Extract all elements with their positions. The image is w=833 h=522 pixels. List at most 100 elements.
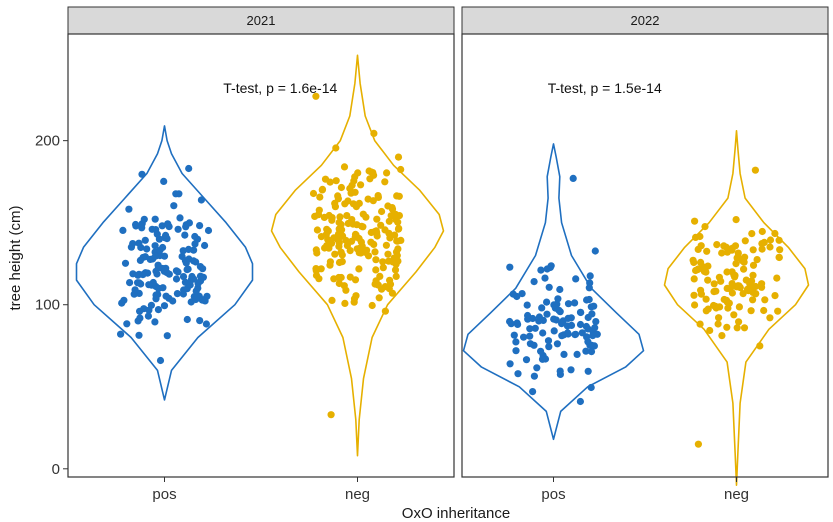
data-point-2022-pos: [545, 283, 553, 291]
data-point-2022-neg: [706, 326, 714, 335]
data-point-2021-pos: [183, 315, 191, 324]
data-point-2022-neg: [722, 296, 731, 304]
data-point-2022-pos: [576, 308, 585, 316]
data-point-2021-pos: [179, 273, 188, 281]
data-point-2021-pos: [185, 245, 193, 253]
data-point-2022-neg: [732, 260, 740, 268]
data-point-2022-neg: [776, 246, 784, 254]
data-point-2021-pos: [199, 265, 207, 273]
data-point-2022-pos: [564, 314, 572, 322]
data-point-2021-pos: [141, 236, 149, 244]
data-point-2021-pos: [152, 295, 160, 303]
data-point-2021-neg: [349, 220, 357, 228]
data-point-2022-neg: [694, 245, 702, 253]
facet-strip-label: 2022: [631, 13, 660, 28]
data-point-2021-neg: [340, 282, 348, 290]
data-point-2022-pos: [590, 302, 598, 310]
data-point-2021-pos: [183, 266, 191, 274]
data-point-2021-neg: [328, 296, 336, 304]
data-point-2021-pos: [131, 286, 139, 294]
data-point-2022-neg: [758, 245, 766, 253]
data-point-2021-pos: [160, 302, 169, 310]
panel-border: [67, 33, 455, 478]
data-point-2022-neg: [690, 291, 698, 299]
data-point-2021-neg: [351, 276, 360, 284]
data-point-2022-pos: [587, 383, 595, 392]
data-point-2021-neg: [372, 277, 380, 285]
data-point-2022-neg: [734, 249, 742, 257]
data-point-2021-neg: [391, 266, 400, 274]
data-point-2021-neg: [355, 199, 363, 207]
data-point-2021-neg: [391, 211, 399, 219]
data-point-2022-pos: [526, 325, 534, 333]
data-point-2022-neg: [760, 306, 768, 315]
data-point-2021-neg: [336, 213, 344, 221]
data-point-2022-pos: [529, 388, 537, 396]
data-point-2021-neg: [335, 273, 343, 282]
data-point-2021-neg: [349, 200, 357, 208]
data-point-2022-pos: [514, 370, 522, 378]
data-point-2022-neg: [761, 296, 769, 304]
data-point-2021-neg: [373, 215, 381, 223]
data-point-2021-pos: [121, 259, 130, 267]
data-point-2021-neg: [332, 144, 340, 152]
x-tick-label-neg: neg: [345, 486, 370, 503]
data-point-2022-pos: [535, 317, 543, 325]
data-point-2022-pos: [522, 356, 531, 364]
data-point-2022-neg: [691, 301, 699, 309]
data-point-2021-neg: [312, 271, 321, 279]
data-point-2021-neg: [395, 224, 403, 232]
data-point-2021-neg: [334, 192, 342, 200]
data-point-2022-neg: [760, 238, 768, 246]
y-tick-label: 0: [52, 461, 60, 478]
data-point-2022-pos: [507, 320, 515, 328]
data-point-2022-neg: [692, 233, 700, 241]
data-point-2022-neg: [701, 223, 709, 231]
data-point-2022-pos: [556, 370, 565, 378]
data-point-2022-pos: [567, 366, 575, 374]
data-point-2021-pos: [156, 356, 165, 365]
data-point-2022-neg: [748, 230, 756, 238]
data-point-2021-pos: [196, 222, 204, 230]
data-point-2021-neg: [384, 250, 392, 258]
data-point-2022-pos: [539, 329, 547, 337]
data-point-2021-pos: [136, 314, 144, 322]
facet-strip-2022: [461, 6, 829, 35]
data-point-2022-pos: [556, 285, 564, 294]
data-point-2021-pos: [151, 242, 159, 250]
data-point-2021-pos: [196, 317, 204, 325]
ttest-annotation: T-test, p = 1.6e-14: [223, 80, 337, 96]
data-point-2021-pos: [143, 245, 151, 253]
data-point-2021-pos: [118, 299, 126, 307]
data-point-2022-pos: [582, 347, 590, 355]
data-point-2022-pos: [590, 342, 599, 350]
data-point-2022-neg: [712, 287, 720, 295]
data-point-2021-pos: [136, 256, 144, 264]
data-point-2021-pos: [190, 275, 198, 283]
data-point-2022-pos: [537, 347, 545, 355]
data-point-2022-neg: [758, 280, 766, 288]
data-point-2021-neg: [335, 239, 343, 247]
data-point-2022-neg: [735, 318, 743, 326]
data-point-2021-pos: [204, 226, 213, 235]
facet-strip-label: 2021: [247, 13, 276, 28]
data-point-2021-neg: [312, 246, 320, 254]
data-point-2021-neg: [335, 218, 343, 227]
data-point-2022-pos: [586, 279, 594, 287]
data-point-2021-neg: [370, 129, 378, 137]
data-point-2021-pos: [181, 231, 189, 239]
y-axis-title: tree height (cm): [7, 205, 24, 310]
data-point-2021-neg: [375, 294, 383, 302]
data-point-2021-pos: [196, 272, 205, 280]
data-point-2022-neg: [733, 324, 741, 332]
data-point-2021-neg: [393, 237, 401, 245]
data-point-2022-neg: [730, 311, 738, 319]
data-point-2022-pos: [558, 332, 566, 340]
data-point-2021-neg: [312, 265, 320, 273]
data-point-2021-neg: [352, 292, 360, 300]
data-point-2021-pos: [175, 190, 183, 198]
data-point-2021-neg: [383, 169, 391, 177]
data-point-2022-pos: [572, 330, 580, 338]
data-point-2022-neg: [771, 229, 779, 238]
data-point-2021-neg: [362, 213, 370, 221]
